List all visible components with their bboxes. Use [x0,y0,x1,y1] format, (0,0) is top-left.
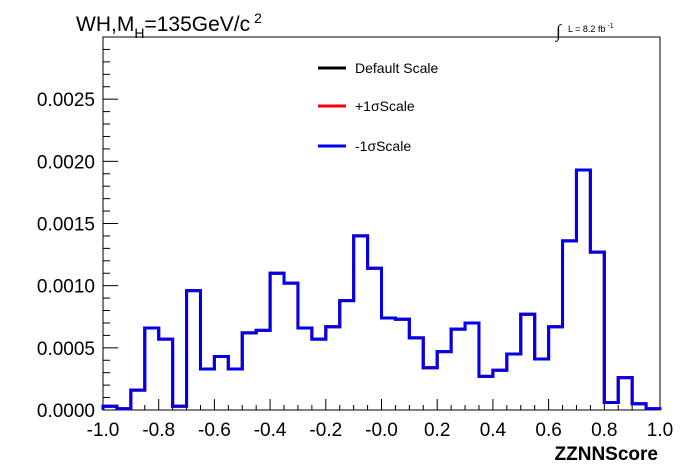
x-tick-label: -0.6 [198,420,231,441]
title-value: =135GeV/c [144,13,250,36]
x-tick-label: 0.6 [535,420,561,441]
y-tick-label: 0.0020 [37,152,95,173]
y-tick-label: 0.0010 [37,277,95,298]
x-tick-label: -0.0 [365,420,398,441]
title-prefix: WH,M [76,13,134,36]
legend-entry-label: -1σScale [355,138,411,154]
legend-entry-label: +1σScale [355,98,415,114]
x-tick-label: 0.4 [480,420,507,441]
title-superscript: 2 [254,10,262,26]
x-axis: -1.0 -0.8 -0.6 -0.4 -0.2 -0.0 0.2 0.4 0.6 0.8 1.0 [87,399,673,441]
series-group [101,168,662,411]
x-tick-label: -0.4 [254,420,287,441]
x-tick-label: -1.0 [87,420,120,441]
luminosity-text: L = 8.2 fb [568,24,605,34]
y-tick-label: 0.0005 [37,339,95,360]
series-line-2 [101,168,662,411]
chart-title: WH,MH=135GeV/c 2 [76,10,262,41]
legend-entry-label: Default Scale [355,60,438,76]
y-tick-label: 0.0000 [37,401,95,422]
luminosity-superscript: -1 [607,23,613,30]
title-subscript: H [134,25,144,41]
legend: Default Scale +1σScale -1σScale [318,60,438,154]
x-axis-label: ZZNNScore [555,444,658,465]
y-tick-label: 0.0015 [37,215,95,236]
x-tick-label: 1.0 [647,420,673,441]
x-tick-label: -0.2 [309,420,342,441]
luminosity-label: L = 8.2 fb -1 [568,23,614,34]
y-axis: 0.0000 0.0005 0.0010 0.0015 0.0020 0.0025 [37,48,118,422]
integral-symbol: ∫ [555,21,562,42]
x-tick-label: 0.8 [591,420,617,441]
y-tick-label: 0.0025 [37,90,95,111]
x-tick-label: 0.2 [424,420,450,441]
x-tick-label: -0.8 [142,420,175,441]
